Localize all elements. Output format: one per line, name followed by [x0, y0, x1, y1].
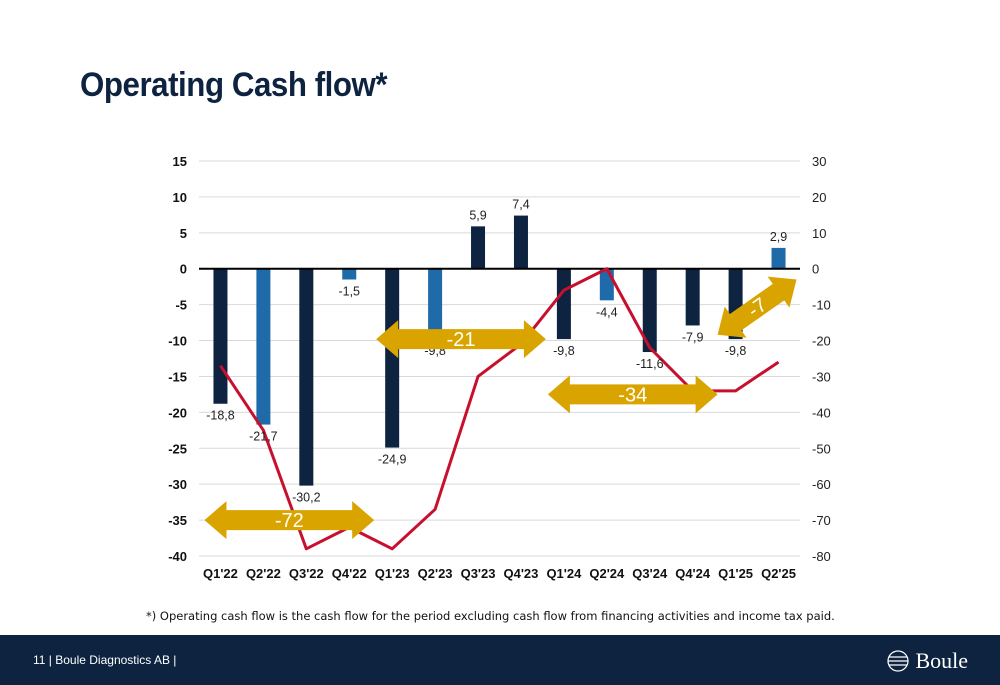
- bar-data-label: 7,4: [512, 198, 529, 212]
- left-tick-label: 0: [180, 262, 187, 277]
- bar-data-label: -11,6: [636, 357, 664, 371]
- bar: [299, 268, 314, 486]
- bar-data-label: -18,8: [206, 409, 235, 423]
- bar-data-label: -1,5: [338, 285, 360, 299]
- bar: [642, 268, 657, 353]
- bar: [513, 215, 528, 269]
- bar-data-label: 5,9: [469, 208, 486, 222]
- bar: [342, 268, 357, 280]
- x-tick-label: Q1'23: [375, 566, 410, 581]
- cash-flow-chart: 151050-5-10-15-20-25-30-35-403020100-10-…: [168, 154, 831, 581]
- bar: [685, 268, 700, 326]
- bar: [428, 268, 443, 340]
- double-arrow-shape: [204, 501, 375, 540]
- double-arrow: -7: [717, 276, 797, 338]
- left-tick-label: -25: [168, 441, 187, 456]
- line-series: [219, 267, 780, 551]
- bar-data-label: -24,9: [378, 453, 407, 467]
- right-tick-label: -10: [812, 298, 831, 313]
- footer-bar: 11 | Boule Diagnostics AB | Boule: [0, 635, 1000, 685]
- right-tick-label: 10: [812, 226, 826, 241]
- left-tick-label: -5: [175, 298, 187, 313]
- x-tick-label: Q2'25: [761, 566, 796, 581]
- bar: [471, 226, 486, 269]
- bar-data-label: -30,2: [292, 491, 321, 505]
- bar: [213, 268, 228, 404]
- left-tick-label: -30: [168, 477, 187, 492]
- left-tick-label: 10: [173, 190, 187, 205]
- x-tick-label: Q3'23: [461, 566, 496, 581]
- x-tick-label: Q4'24: [675, 566, 711, 581]
- double-arrow-shape: [376, 320, 546, 359]
- right-tick-label: -60: [812, 477, 831, 492]
- x-tick-label: Q3'22: [289, 566, 324, 581]
- left-tick-label: 15: [173, 154, 187, 169]
- right-tick-label: 0: [812, 262, 819, 277]
- right-tick-label: -20: [812, 334, 831, 349]
- x-tick-label: Q2'24: [589, 566, 625, 581]
- page-title: Operating Cash flow*: [80, 66, 388, 104]
- x-tick-label: Q4'23: [504, 566, 539, 581]
- bar: [385, 268, 400, 448]
- x-tick-label: Q1'24: [546, 566, 582, 581]
- double-arrow-shape: [717, 276, 797, 338]
- double-arrow-shape: [547, 375, 718, 414]
- double-arrow: -34: [547, 375, 718, 414]
- left-tick-label: -10: [168, 334, 187, 349]
- x-tick-label: Q2'22: [246, 566, 281, 581]
- boule-logo: Boule: [887, 647, 968, 675]
- right-tick-label: 30: [812, 154, 826, 169]
- right-tick-label: -50: [812, 441, 831, 456]
- bar-data-label: -7,9: [682, 330, 704, 344]
- bar-data-label: -21,7: [249, 430, 278, 444]
- x-tick-label: Q4'22: [332, 566, 367, 581]
- right-tick-label: -30: [812, 369, 831, 384]
- double-arrow: -21: [376, 320, 546, 359]
- arrow-label: -72: [275, 510, 304, 532]
- arrow-label: -21: [447, 329, 476, 351]
- left-tick-label: -35: [168, 513, 187, 528]
- bar: [599, 268, 614, 301]
- right-tick-label: -40: [812, 405, 831, 420]
- right-tick-label: -80: [812, 549, 831, 564]
- x-tick-label: Q1'25: [718, 566, 753, 581]
- bar-data-label: -9,8: [553, 344, 575, 358]
- bar-data-label: 2,9: [770, 230, 787, 244]
- logo-text: Boule: [915, 648, 968, 673]
- x-tick-label: Q2'23: [418, 566, 453, 581]
- bar-data-label: -9,8: [725, 344, 747, 358]
- bar-data-label: -4,4: [596, 305, 618, 319]
- bar: [556, 268, 571, 340]
- left-tick-label: -15: [168, 369, 187, 384]
- left-tick-label: 5: [180, 226, 187, 241]
- x-tick-label: Q1'22: [203, 566, 238, 581]
- footnote: *) Operating cash flow is the cash flow …: [146, 609, 835, 623]
- right-tick-label: -70: [812, 513, 831, 528]
- logo-globe-icon: [887, 650, 910, 672]
- bar: [771, 247, 786, 269]
- double-arrow: -72: [204, 501, 375, 540]
- right-tick-label: 20: [812, 190, 826, 205]
- left-tick-label: -20: [168, 405, 187, 420]
- footer-text: 11 | Boule Diagnostics AB |: [33, 653, 177, 667]
- arrow-label: -34: [618, 384, 647, 406]
- x-tick-label: Q3'24: [632, 566, 668, 581]
- left-tick-label: -40: [168, 549, 187, 564]
- bar: [256, 268, 271, 425]
